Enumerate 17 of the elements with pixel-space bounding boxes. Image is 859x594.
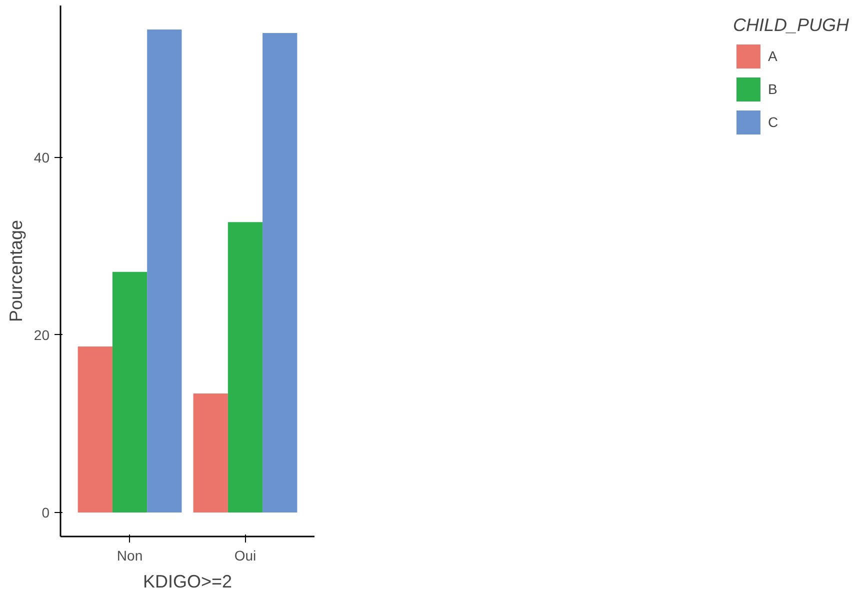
x-tick-label: Non [116,548,143,564]
bar [112,272,148,513]
y-tick-label: 40 [34,149,50,166]
x-tick-label: Oui [234,548,256,564]
y-tick-label: 20 [34,326,50,343]
bar [147,29,182,513]
bar [193,394,228,513]
x-axis-title: KDIGO>=2 [142,572,232,592]
y-tick-label: 0 [42,504,50,521]
legend-label: A [768,48,778,64]
bar [262,33,298,513]
bar [228,222,263,513]
y-axis-title: Pourcentage [6,220,26,322]
legend-label: C [768,114,780,130]
bar [78,346,112,513]
legend-title: CHILD_PUGH [732,15,849,36]
legend-label: B [768,81,778,97]
